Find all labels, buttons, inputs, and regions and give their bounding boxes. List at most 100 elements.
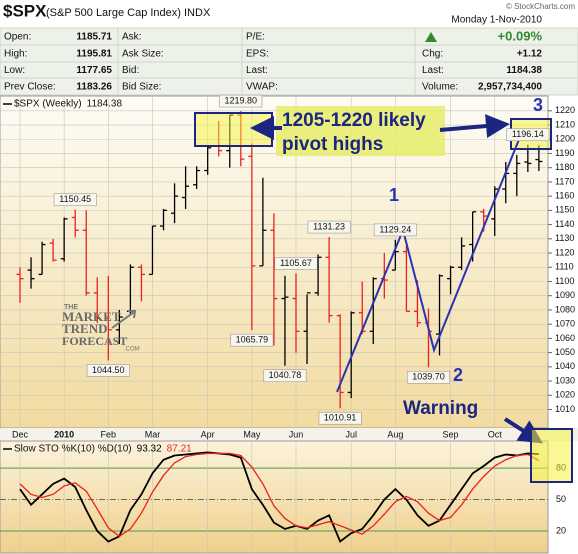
x-axis-band — [0, 428, 578, 441]
highlight-box — [194, 112, 273, 147]
wave-label: 2 — [453, 365, 463, 385]
x-tick-label: Aug — [387, 429, 403, 439]
wave-label: 3 — [533, 95, 543, 115]
stochastic-line — [19, 451, 539, 543]
y-tick-label: 1120 — [555, 247, 574, 257]
y-tick-label: 1040 — [555, 361, 575, 371]
value-label-box — [53, 193, 97, 207]
watermark-text: FORECAST — [62, 334, 127, 348]
symbol: $SPX — [3, 1, 47, 20]
value-label-box — [230, 333, 274, 347]
quote-value: +0.09% — [498, 28, 543, 43]
up-triangle — [425, 32, 437, 42]
value-label: 1010.91 — [324, 413, 357, 423]
quote-value: 1177.65 — [76, 65, 112, 76]
quote-label: Low: — [4, 65, 25, 76]
y-tick-label: 1190 — [555, 148, 574, 158]
quote-value: +1.12 — [517, 48, 543, 59]
y-tick-label: 1080 — [555, 304, 575, 314]
watermark-text: TREND — [62, 321, 108, 336]
y-tick-label: 1030 — [555, 375, 575, 385]
quote-date: Monday 1-Nov-2010 — [451, 15, 542, 26]
quote-label: Open: — [4, 32, 31, 43]
quote-label: Ask Size: — [122, 48, 164, 59]
quote-label: Bid Size: — [122, 82, 161, 93]
x-tick-label: Jul — [345, 429, 357, 439]
y-tick-label: 1130 — [555, 233, 574, 243]
watermark-arrow — [111, 310, 137, 329]
y-tick-label: 1100 — [555, 276, 574, 286]
y-tick-label: 1010 — [555, 404, 575, 414]
y-tick-label: 1200 — [555, 134, 575, 144]
plot: Open: 1185.71 High: 1195.81 Low: 1177.65 Prev … — [0, 28, 575, 553]
value-label: 1039.70 — [412, 372, 445, 382]
wave-line — [336, 136, 521, 393]
symbol-name: (S&P 500 Large Cap Index) INDX — [46, 7, 211, 19]
value-label-box — [406, 370, 450, 384]
y-tick-label: 50 — [556, 494, 566, 504]
value-label: 1150.45 — [59, 194, 91, 204]
value-label: 1044.50 — [92, 365, 125, 375]
stochastic-panel — [0, 440, 549, 554]
value-label-box — [274, 257, 318, 270]
watermark-text: THE — [64, 304, 78, 311]
copyright: © StockCharts.com — [506, 2, 575, 11]
quote-value: 2,957,734,400 — [478, 82, 542, 93]
y-tick-label: 1060 — [555, 333, 575, 343]
value-label-box — [263, 369, 307, 383]
quote-label: Last: — [422, 65, 444, 76]
quote-label: VWAP: — [246, 82, 278, 93]
y-tick-label: 1090 — [555, 290, 575, 300]
x-tick-label: May — [243, 429, 261, 439]
value-label-box — [86, 364, 130, 377]
legend-value: 93.32 — [137, 444, 162, 455]
x-tick-label: Oct — [488, 429, 503, 439]
annotation: 1205-1220 likely — [282, 110, 426, 131]
x-tick-label: Jun — [289, 429, 304, 439]
y-tick-label: 1050 — [555, 347, 575, 357]
watermark-text: .COM — [124, 347, 140, 353]
overlay: 2050801150.451219.801105.671131.231129.2… — [3, 94, 573, 535]
value-label: 1131.23 — [313, 221, 345, 231]
x-tick-label: Feb — [101, 429, 117, 439]
quote-value: 1184.38 — [506, 65, 542, 76]
legend-value: 1184.38 — [87, 99, 123, 110]
quote-value: 1185.71 — [76, 32, 112, 43]
wave-label: 1 — [389, 185, 399, 205]
quote-grid — [0, 28, 578, 95]
x-tick-label: Sep — [443, 429, 459, 439]
legend-label: Slow STO %K(10) %D(10) — [14, 444, 132, 455]
value-label-box — [373, 223, 417, 237]
y-tick-label: 1220 — [555, 105, 575, 115]
quote-label: Prev Close: — [4, 82, 56, 93]
annotation-arrow — [503, 417, 544, 444]
value-label: 1040.78 — [269, 370, 302, 380]
y-tick-label: 1140 — [555, 219, 574, 229]
x-tick-label: Apr — [201, 429, 215, 439]
quote-label: P/E: — [246, 32, 265, 43]
quote-label: Last: — [246, 65, 268, 76]
quote-label: Ask: — [122, 32, 141, 43]
value-label-box — [219, 94, 263, 108]
quote-value: 1195.81 — [76, 48, 112, 59]
x-tick-label: Dec — [12, 429, 29, 439]
y-tick-label: 1020 — [555, 390, 575, 400]
value-label-box — [318, 411, 362, 425]
value-label: 1219.80 — [225, 95, 258, 105]
highlight-box — [530, 428, 573, 483]
value-label: 1129.24 — [379, 224, 411, 234]
annotation: Warning — [403, 398, 478, 419]
value-label-box — [506, 128, 550, 142]
quote-label: Bid: — [122, 65, 139, 76]
value-label: 1105.67 — [280, 258, 312, 268]
annotation-arrow — [439, 114, 510, 138]
annotation: pivot highs — [282, 134, 383, 155]
quote-label: EPS: — [246, 48, 269, 59]
quote-value: 1183.26 — [76, 82, 112, 93]
stochastic-line — [19, 452, 540, 538]
value-label: 1065.79 — [236, 335, 269, 345]
x-tick-label: Mar — [145, 429, 161, 439]
x-tick-label: 2010 — [54, 429, 74, 439]
